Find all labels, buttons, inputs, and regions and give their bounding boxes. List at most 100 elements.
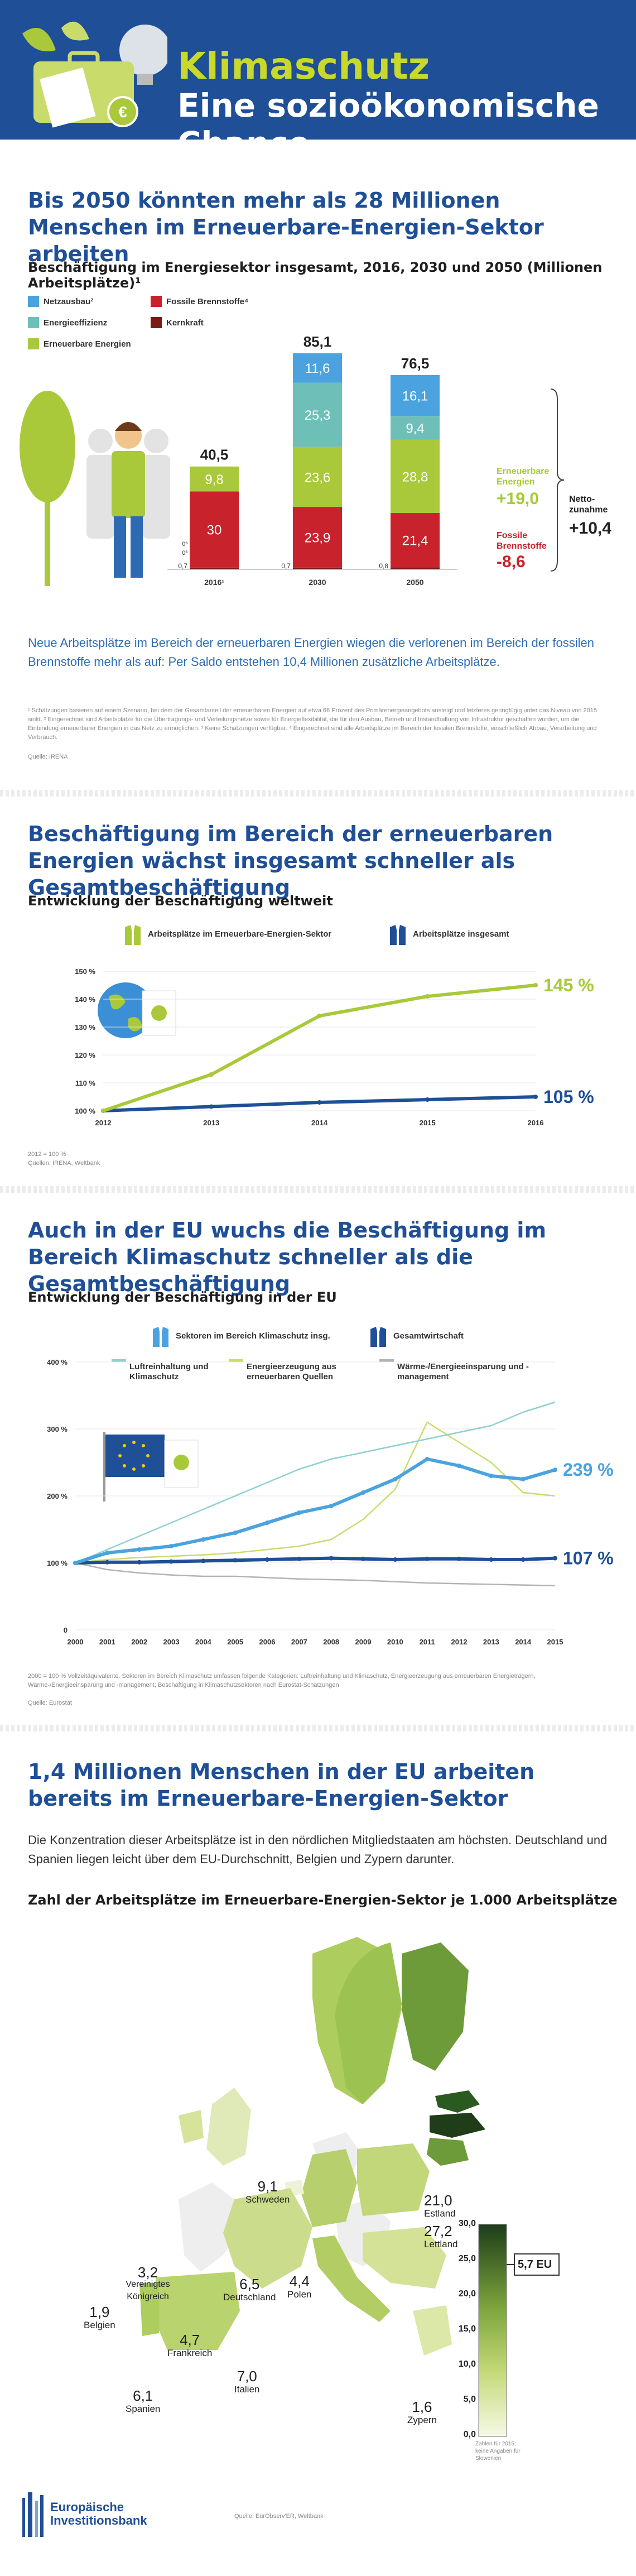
eib-logo-icon: [22, 2492, 44, 2537]
ren-side-delta: +19,0: [497, 490, 539, 508]
region-balkans: [363, 2227, 446, 2289]
region-estland: [435, 2090, 480, 2113]
data-point: [393, 1477, 398, 1481]
legend-label: Netzausbau²: [44, 296, 94, 306]
legend-res: Energieerzeugung aus erneuerbaren Quelle…: [247, 1362, 336, 1381]
bar-segment: [391, 439, 440, 513]
bar-segment: [293, 353, 342, 383]
eu-line-chart: 0 100 % 200 % 300 % 400 % 2000 2001 2002 2003 200…: [47, 1358, 614, 1646]
data-point: [233, 1531, 238, 1535]
section1-text: Neue Arbeitsplätze im Bereich der erneue…: [28, 636, 595, 669]
data-point: [265, 1557, 269, 1562]
svg-text:€: €: [118, 103, 127, 121]
green-jacket-icon: [125, 925, 141, 945]
data-point: [553, 1467, 557, 1472]
legend-ren: Arbeitsplätze im Erneuerbare-Energien-Se…: [148, 929, 332, 939]
blue-jacket-icon: [390, 925, 406, 945]
color-scale-bar: [478, 2224, 507, 2437]
x-tick-label: 2010: [387, 1638, 403, 1646]
bracket-icon: [550, 388, 565, 572]
x-tick-label: 2009: [355, 1638, 372, 1646]
data-point: [329, 1504, 334, 1508]
legend-item: Energieeffizienz: [28, 317, 107, 328]
page-title: Klimaschutz: [177, 45, 430, 88]
series-line: [75, 1562, 556, 1587]
bar-value-label: 30: [207, 523, 222, 538]
x-tick-label: 2001: [99, 1638, 115, 1646]
legend-label: Energieeffizienz: [44, 318, 108, 328]
navy-jacket-icon: [370, 1327, 386, 1347]
eib-logo-text: Europäische Investitionsbank: [50, 2500, 147, 2527]
series-end-label: 107 %: [563, 1548, 614, 1568]
region-deutschland: [301, 2149, 357, 2227]
data-point: [201, 1558, 206, 1563]
data-point: [105, 1560, 110, 1565]
x-tick-label: 2030: [309, 578, 326, 587]
fos-side-label: Fossile Brennstoffe: [497, 531, 547, 551]
legend-swatch: [379, 1359, 394, 1362]
bar-total-label: 76,5: [401, 355, 430, 372]
nuclear-label: 0,7: [281, 562, 291, 570]
scale-tick: 20,0: [458, 2289, 476, 2299]
scale-tick: 10,0: [458, 2359, 476, 2369]
data-point: [317, 1014, 322, 1018]
section2-source: Quellen: IRENA, Weltbank: [28, 1160, 100, 1167]
bar-segment: [190, 491, 239, 568]
scale-tick: 0,0: [463, 2430, 476, 2439]
scale-tick: 25,0: [458, 2254, 476, 2263]
briefcase-illustration-icon: €: [22, 21, 167, 128]
footer-source: Quelle: EurObserv'ER, Weltbank: [234, 2513, 324, 2520]
map-label-lettland: 27,2 Lettland: [424, 2223, 458, 2249]
legend-item: Kernkraft: [151, 317, 204, 328]
net-side-label: Netto-zunahme: [569, 495, 608, 515]
divider: [0, 1186, 636, 1193]
legend-total: Arbeitsplätze insgesamt: [413, 929, 509, 939]
map-label-frankreich: 4,7 Frankreich: [167, 2332, 213, 2358]
bar-segment: [391, 375, 440, 416]
legend-label: Kernkraft: [166, 318, 204, 328]
series-line: [75, 1457, 556, 1565]
ren-side-label: Erneuerbare Energien: [497, 467, 550, 487]
bar-value-label: 21,4: [402, 534, 428, 549]
section2-base-note: 2012 = 100 %: [28, 1151, 66, 1158]
y-tick-label: 300 %: [47, 1425, 68, 1433]
y-tick-label: 110 %: [75, 1079, 96, 1087]
series-end-label: 145 %: [543, 975, 594, 995]
data-point: [201, 1537, 206, 1542]
map-label-vk: 3,2 Vereinigtes Königreich: [126, 2264, 170, 2301]
map-label-estland: 21,0 Estland: [424, 2192, 456, 2219]
data-point: [489, 1557, 494, 1562]
x-tick-label: 2000: [68, 1638, 84, 1646]
map-label-polen: 4,4 Polen: [287, 2273, 312, 2300]
y-tick-label: 100 %: [47, 1559, 68, 1567]
world-line-chart: 100 % 110 % 120 % 130 % 140 % 150 % 2012 2013 20…: [75, 967, 594, 1127]
eu-flag-document-icon: [103, 1432, 199, 1502]
data-point: [553, 1556, 557, 1561]
data-point: [521, 1477, 526, 1481]
data-point: [489, 1474, 494, 1478]
x-tick-label: 2006: [259, 1638, 276, 1646]
y-tick-label: 130 %: [75, 1023, 95, 1032]
bar-value-label: 23,9: [305, 530, 331, 545]
region-irland: [179, 2110, 204, 2143]
map-note: Zahlen für 2015; keine Angaben für Slowe…: [475, 2441, 521, 2462]
x-tick-label: 2002: [131, 1638, 147, 1646]
legend-swatch: [112, 1359, 126, 1362]
legend-swatch: [229, 1359, 243, 1362]
blue-jacket-icon: [153, 1327, 168, 1347]
bar-value-label: 23,6: [305, 470, 331, 485]
bar-segment: [293, 382, 342, 447]
scale-tick: 30,0: [458, 2219, 476, 2228]
map-label-zypern: 1,6 Zypern: [407, 2398, 437, 2425]
data-point: [457, 1464, 461, 1468]
legend-econ: Gesamtwirtschaft: [393, 1331, 464, 1341]
map-label-spanien: 6,1 Spanien: [126, 2387, 161, 2414]
data-point: [297, 1556, 302, 1561]
section1-title: Bis 2050 könnten mehr als 28 Millionen M…: [28, 188, 544, 266]
data-point: [297, 1510, 302, 1515]
section1-footnote: ¹ Schätzungen basieren auf einem Szenari…: [28, 707, 597, 741]
legend-item: Netzausbau²: [28, 296, 93, 307]
bar-value-label: 25,3: [305, 408, 331, 423]
bar-total-label: 85,1: [303, 333, 332, 350]
region-spanien: [151, 2272, 240, 2350]
